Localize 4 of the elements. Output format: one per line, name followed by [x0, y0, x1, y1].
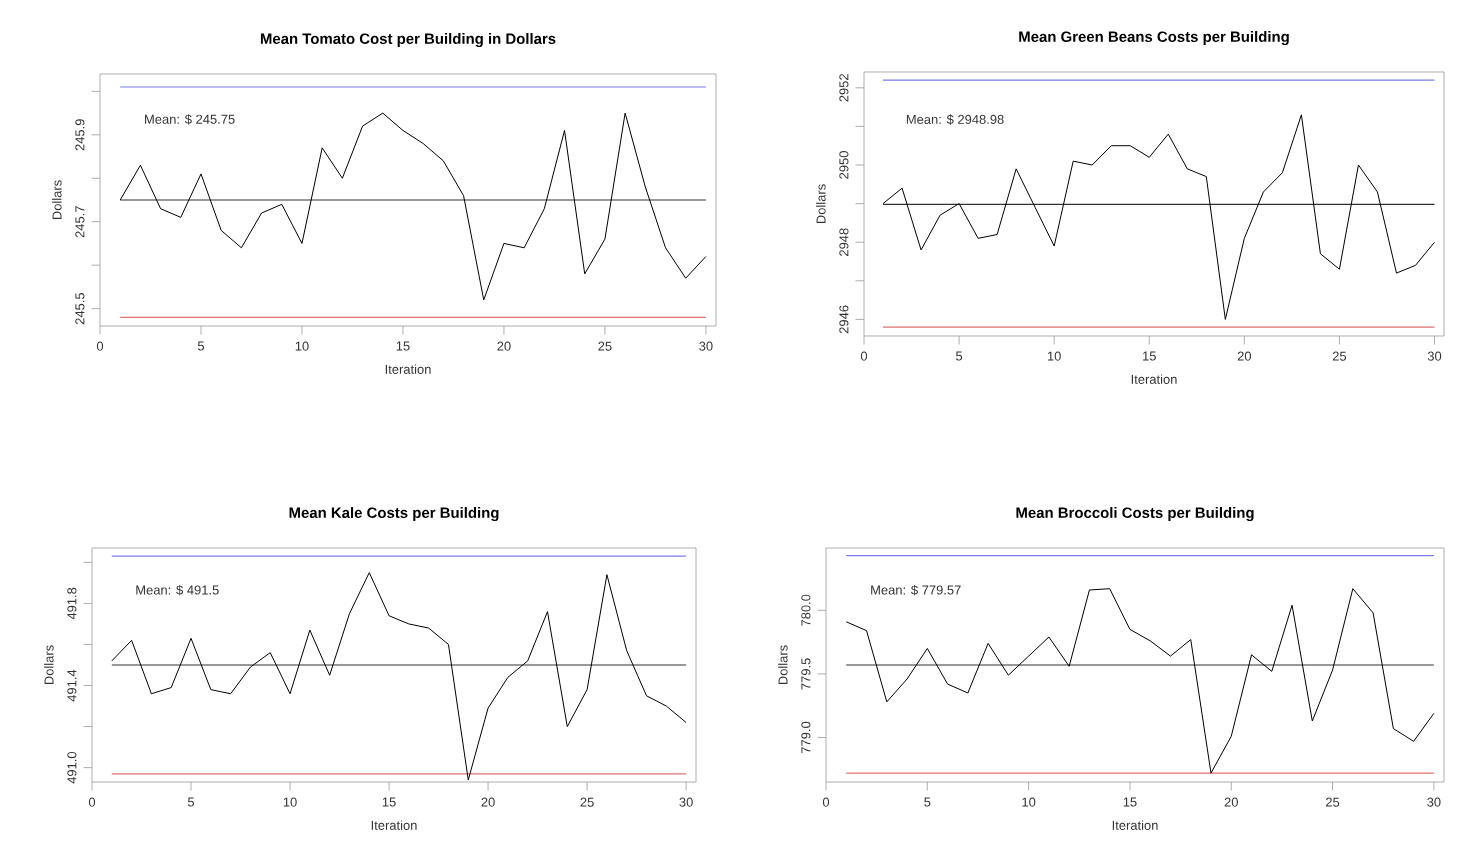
line-series	[882, 114, 1436, 320]
line-series	[119, 112, 707, 301]
line-series	[845, 588, 1435, 774]
line-series	[111, 572, 687, 781]
